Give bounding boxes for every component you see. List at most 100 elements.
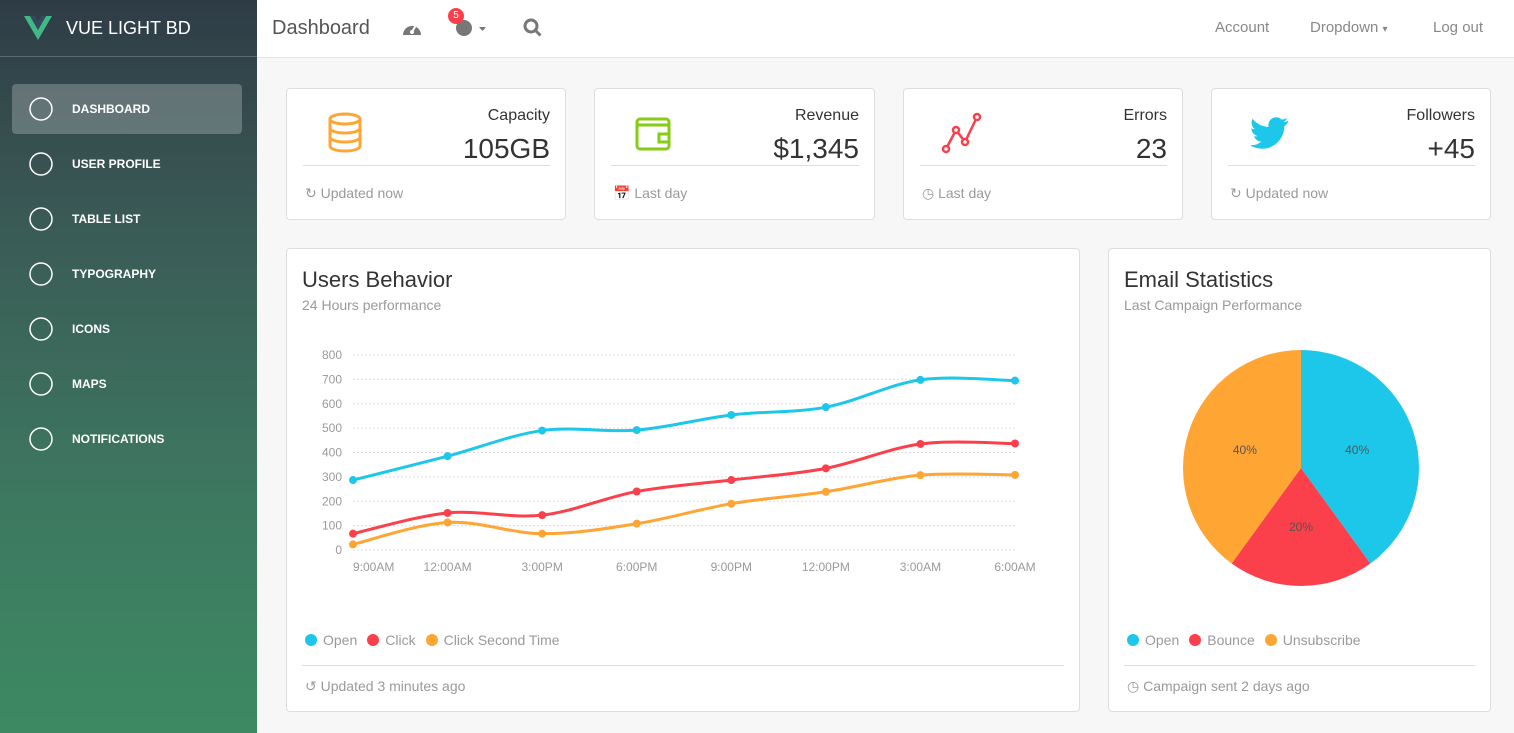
y-tick-label: 200 (322, 494, 342, 508)
data-point (349, 529, 357, 538)
pie-chart-card: Email Statistics Last Campaign Performan… (1108, 248, 1491, 712)
data-point (916, 471, 925, 480)
stat-label: Revenue (794, 107, 859, 124)
legend-swatch (425, 634, 438, 646)
stat-value: 105GB (462, 133, 550, 164)
nav-icon (29, 317, 53, 341)
legend-item: Open (1127, 632, 1179, 648)
nav-item[interactable]: DASHBOARD (12, 84, 242, 134)
nav-label: USER PROFILE (72, 157, 161, 171)
data-point (727, 410, 736, 419)
legend: Open Click Click Second Time (305, 632, 560, 648)
nav-item[interactable]: NOTIFICATIONS (12, 414, 242, 464)
stat-icon (941, 112, 982, 154)
nav-link[interactable]: Dropdown ▾ (1310, 19, 1388, 36)
x-tick-label: 12:00AM (424, 560, 472, 574)
data-point (632, 487, 641, 496)
data-point (1011, 439, 1019, 448)
y-tick-label: 500 (322, 421, 342, 435)
nav-item[interactable]: MAPS (12, 359, 242, 409)
line-chart-card: Users Behavior 24 Hours performance 0 100… (286, 248, 1080, 712)
slice-label: 40% (1233, 443, 1257, 457)
stat-value: +45 (1427, 133, 1476, 164)
sidebar: VUE LIGHT BD DASHBOARD USER PROFILE TABLE … (0, 0, 257, 733)
y-tick-label: 0 (335, 543, 342, 557)
stat-footer-text: Updated now (320, 185, 404, 201)
brand[interactable]: VUE LIGHT BD (0, 0, 257, 57)
nav-item[interactable]: TYPOGRAPHY (12, 249, 242, 299)
stat-footer-text: Last day (634, 185, 688, 201)
nav-link[interactable]: Log out (1433, 19, 1484, 36)
legend-label: Unsubscribe (1282, 632, 1361, 648)
data-point (727, 499, 736, 508)
stat-value: 23 (1135, 133, 1167, 164)
line-series (352, 440, 1016, 536)
dashboard-icon[interactable] (401, 18, 423, 38)
nav-item[interactable]: ICONS (12, 304, 242, 354)
legend-swatch (305, 634, 317, 646)
nav-link[interactable]: Account (1215, 19, 1270, 36)
stat-footer-text: Updated now (1245, 185, 1329, 201)
nav-label: TYPOGRAPHY (72, 267, 157, 281)
data-point (538, 529, 547, 538)
data-point (538, 511, 547, 520)
x-tick-label: 12:00PM (802, 560, 850, 574)
y-tick-label: 700 (322, 372, 342, 386)
stat-label: Followers (1406, 107, 1475, 124)
data-point (727, 476, 736, 485)
x-tick-label: 3:00AM (900, 560, 941, 574)
nav-icon (29, 262, 53, 286)
y-tick-label: 100 (322, 519, 342, 533)
nav-title[interactable]: Dashboard (272, 17, 370, 39)
search-icon[interactable] (523, 18, 543, 38)
legend-swatch (367, 634, 380, 646)
data-point (916, 439, 925, 448)
stat-card: Errors 23 ◷ Last day (903, 88, 1183, 220)
logo (24, 16, 52, 40)
legend-item: Click (367, 632, 416, 648)
legend-swatch (1264, 634, 1277, 646)
brand-name: VUE LIGHT BD (66, 17, 191, 38)
data-point (1011, 376, 1019, 385)
stat-footer: ◷ Last day (922, 185, 992, 201)
nav-icon-shape (29, 317, 53, 341)
nav-icon (29, 427, 53, 451)
slice-label: 40% (1345, 443, 1369, 457)
chart-subtitle: Last Campaign Performance (1124, 297, 1303, 313)
nav-icon-shape (29, 427, 53, 451)
stat-card: Capacity 105GB ↻ Updated now (286, 88, 566, 220)
data-point (443, 508, 452, 517)
x-tick-label: 6:00PM (616, 560, 657, 574)
data-point (821, 403, 830, 412)
stat-value: $1,345 (773, 133, 859, 164)
nav-icon (29, 152, 53, 176)
legend-item: Open (305, 632, 357, 648)
chart-title: Users Behavior (302, 267, 453, 292)
line-chart: 0 100 200 300 400 500 600 700 800 9:00AM 12:00AM 3:… (322, 348, 1036, 574)
legend-label: Bounce (1207, 632, 1255, 648)
line-series (352, 376, 1016, 482)
legend-swatch (1127, 634, 1139, 646)
nav-label: ICONS (72, 322, 111, 336)
stat-footer: ↻ Updated now (1230, 185, 1329, 201)
line-series (352, 472, 1016, 546)
nav-item[interactable]: USER PROFILE (12, 139, 242, 189)
x-tick-label: 6:00AM (994, 560, 1035, 574)
nav-icon (29, 372, 53, 396)
pie-chart: 40% 20% 40% (1183, 350, 1419, 586)
data-point (632, 426, 641, 435)
nav-link-text: Dropdown (1310, 19, 1379, 36)
data-point (349, 476, 357, 485)
chart-title: Email Statistics (1124, 267, 1274, 292)
y-tick-label: 400 (322, 446, 342, 460)
nav-item[interactable]: TABLE LIST (12, 194, 242, 244)
chart-footer: ◷ Campaign sent 2 days ago (1124, 665, 1475, 695)
x-tick-label: 9:00PM (711, 560, 752, 574)
stat-footer-text: Last day (938, 185, 992, 201)
nav-label: MAPS (72, 377, 107, 391)
data-point (443, 518, 452, 527)
chart-footer: ↺ Updated 3 minutes ago (302, 665, 1064, 695)
globe-icon[interactable] (455, 18, 487, 38)
